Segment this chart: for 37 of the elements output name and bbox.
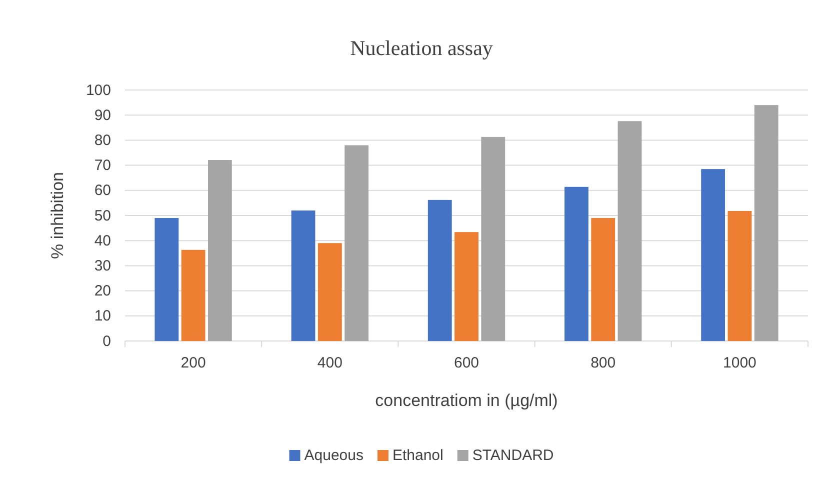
y-tick-label: 10: [94, 308, 111, 325]
bar: [618, 121, 642, 341]
legend-label: Ethanol: [392, 447, 444, 464]
bar: [318, 243, 342, 341]
bar: [454, 232, 478, 341]
y-tick-label: 60: [94, 182, 111, 200]
y-tick-label: 40: [94, 232, 111, 250]
bar: [728, 210, 752, 341]
bar: [344, 145, 368, 341]
y-tick-label: 50: [94, 207, 111, 224]
bar: [564, 186, 588, 341]
y-tick-label: 100: [86, 82, 111, 99]
x-tick-label: 200: [180, 354, 206, 372]
bar: [291, 210, 316, 341]
x-tick-label: 600: [454, 354, 480, 372]
legend-label: STANDARD: [472, 447, 554, 464]
y-tick-label: 20: [94, 282, 111, 300]
y-axis-title: % inhibition: [48, 172, 67, 259]
bar: [208, 160, 232, 341]
bar: [701, 169, 726, 341]
bar: [591, 218, 616, 341]
y-tick-label: 70: [94, 157, 111, 174]
x-tick-label: 1000: [723, 354, 756, 372]
x-axis-title: concentratiom in (µg/ml): [375, 391, 558, 410]
x-tick-label: 400: [317, 354, 342, 372]
bar: [154, 218, 179, 341]
bar: [428, 200, 452, 341]
bar: [481, 136, 506, 341]
y-tick-label: 90: [94, 106, 111, 124]
legend-label: Aqueous: [304, 447, 364, 464]
y-tick-label: 0: [102, 332, 111, 350]
x-tick-label: 800: [590, 354, 616, 372]
y-tick-label: 80: [94, 132, 111, 149]
chart-title: Nucleation assay: [350, 36, 494, 60]
bar: [181, 250, 206, 341]
y-tick-label: 30: [94, 258, 111, 274]
bar: [754, 105, 778, 341]
